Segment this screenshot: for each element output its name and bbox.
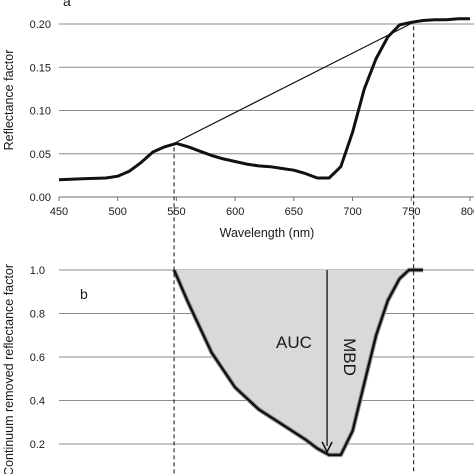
panel-b-label: b [80, 286, 88, 302]
ytick-a-2: 0.10 [30, 106, 51, 118]
ytick-a-0: 0.00 [30, 192, 51, 204]
xtick-a-4: 650 [285, 206, 303, 218]
xtick-a-2: 550 [167, 206, 185, 218]
auc-annotation: AUC [276, 333, 312, 352]
panel-b-series [172, 267, 423, 458]
mbd-arrow-head [321, 441, 333, 454]
xtick-a-7: 800 [461, 206, 474, 218]
ticks-a: 0.00 0.05 0.10 0.15 0.20 450 500 550 600 650 700 75… [30, 19, 474, 218]
panel-a: 0.00 0.05 0.10 0.15 0.20 450 500 550 600 650 700 75… [2, 0, 474, 240]
ytick-b-0: 0.2 [30, 439, 45, 451]
xtick-a-6: 750 [402, 206, 420, 218]
panel-b: 0.2 0.4 0.6 0.8 1.0 b Continuum removed refl… [2, 264, 474, 474]
xtick-a-1: 500 [109, 206, 127, 218]
grid-a [59, 23, 474, 198]
ytick-b-4: 1.0 [30, 265, 45, 277]
connector-lines [173, 26, 415, 474]
reflectance-line [58, 17, 470, 182]
crr-line [172, 268, 423, 457]
ytick-b-1: 0.4 [30, 396, 45, 408]
continuum-line [173, 21, 414, 144]
panel-b-ylabel: Continuum removed reflectance factor [2, 264, 16, 474]
panel-a-xlabel: Wavelength (nm) [220, 226, 315, 240]
ytick-b-2: 0.6 [30, 352, 45, 364]
xtick-a-5: 700 [343, 206, 361, 218]
ytick-b-3: 0.8 [30, 309, 45, 321]
auc-area [174, 270, 423, 455]
xtick-a-0: 450 [50, 206, 68, 218]
mbd-annotation: MBD [340, 338, 359, 376]
ytick-a-3: 0.15 [30, 62, 51, 74]
xtick-a-3: 600 [226, 206, 244, 218]
ytick-a-4: 0.20 [30, 19, 51, 31]
panel-a-label: a [63, 0, 71, 9]
ytick-a-1: 0.05 [30, 149, 51, 161]
panel-a-series [58, 17, 470, 182]
ticks-b: 0.2 0.4 0.6 0.8 1.0 [30, 265, 45, 451]
panel-a-ylabel: Reflectance factor [2, 50, 16, 151]
